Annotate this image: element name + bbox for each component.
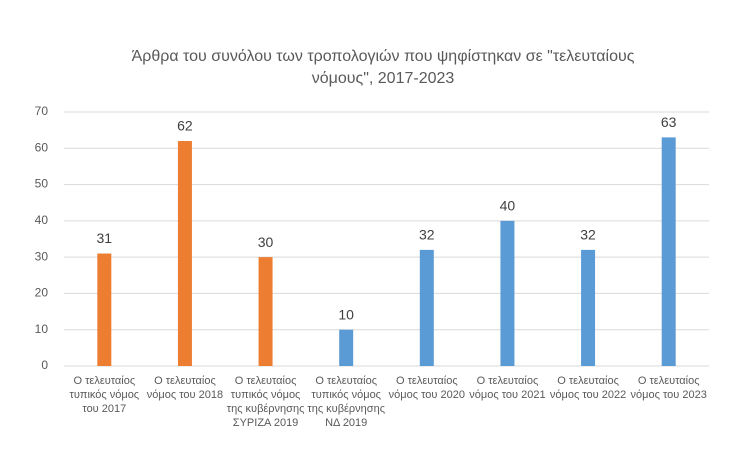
data-label: 32 <box>419 227 435 243</box>
bar <box>177 141 192 366</box>
x-tick-label: Ο τελευταίος τυπικός νόμος της κυβέρνηση… <box>226 375 305 429</box>
y-tick-label: 10 <box>35 322 49 336</box>
y-tick-label: 50 <box>35 177 49 191</box>
x-tick-label: Ο τελευταίος νόμος του 2021 <box>469 375 546 401</box>
y-tick-label: 70 <box>35 104 49 118</box>
y-tick-label: 0 <box>41 358 48 372</box>
data-label: 63 <box>661 114 677 130</box>
chart-title: Άρθρα του συνόλου των τροπολογιών που ψη… <box>131 48 635 87</box>
data-label: 10 <box>338 306 354 322</box>
data-label: 31 <box>97 230 113 246</box>
data-label: 40 <box>500 198 516 214</box>
bar <box>581 249 596 366</box>
bar <box>97 253 112 366</box>
bar <box>500 220 515 366</box>
x-tick-label: Ο τελευταίος τυπικός νόμος του 2017 <box>69 375 140 415</box>
data-label: 32 <box>580 227 596 243</box>
x-tick-label: Ο τελευταίος νόμος του 2020 <box>388 375 465 401</box>
bar <box>661 137 676 366</box>
x-tick-label: Ο τελευταίος νόμος του 2018 <box>146 375 224 401</box>
y-tick-label: 60 <box>35 140 49 154</box>
x-tick-label: Ο τελευταίος νόμος του 2023 <box>630 375 707 401</box>
y-tick-label: 20 <box>35 286 49 300</box>
y-tick-label: 30 <box>35 249 49 263</box>
data-label: 30 <box>258 234 274 250</box>
bar <box>258 257 273 366</box>
y-tick-label: 40 <box>35 213 49 227</box>
bar <box>339 329 354 366</box>
x-tick-label: Ο τελευταίος τυπικός νόμος της κυβέρνηση… <box>307 375 386 429</box>
bar <box>419 249 434 366</box>
data-label: 62 <box>177 118 193 134</box>
x-tick-label: Ο τελευταίος νόμος του 2022 <box>549 375 627 401</box>
